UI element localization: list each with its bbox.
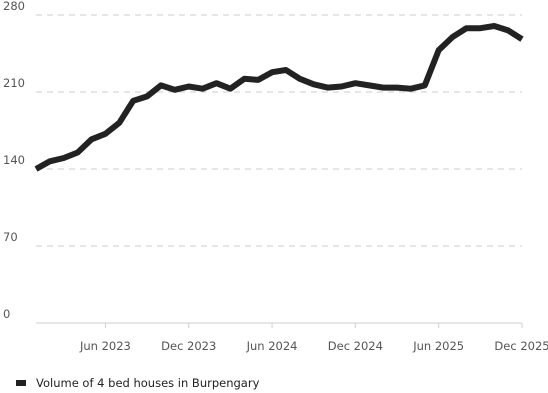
y-tick-label: 280 [3, 0, 25, 13]
x-tick-label: Jun 2023 [79, 339, 131, 353]
y-axis-labels: 0 70 140 210 280 [3, 0, 25, 321]
x-tick-label: Dec 2025 [494, 339, 548, 353]
x-axis [36, 322, 523, 328]
x-tick-label: Jun 2025 [412, 339, 464, 353]
legend: Volume of 4 bed houses in Burpengary [16, 376, 259, 390]
y-tick-label: 0 [3, 307, 10, 321]
y-tick-label: 70 [3, 230, 18, 244]
x-tick-label: Dec 2023 [161, 339, 216, 353]
x-tick-label: Dec 2024 [328, 339, 383, 353]
y-tick-label: 210 [3, 76, 25, 90]
legend-label: Volume of 4 bed houses in Burpengary [36, 376, 260, 390]
x-tick-label: Jun 2024 [246, 339, 298, 353]
x-axis-labels: Jun 2023 Dec 2023 Jun 2024 Dec 2024 Jun 2025… [79, 339, 548, 353]
series-layer [34, 23, 524, 172]
series-line [34, 23, 524, 172]
y-tick-label: 140 [3, 153, 25, 167]
grid-lines [36, 14, 522, 247]
legend-swatch [16, 380, 26, 386]
